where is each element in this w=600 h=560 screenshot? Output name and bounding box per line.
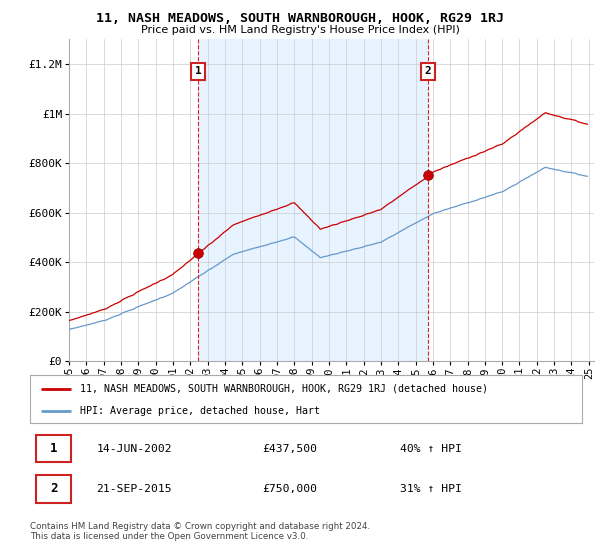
Text: Price paid vs. HM Land Registry's House Price Index (HPI): Price paid vs. HM Land Registry's House … — [140, 25, 460, 35]
Bar — [198, 39, 428, 361]
Text: 11, NASH MEADOWS, SOUTH WARNBOROUGH, HOOK, RG29 1RJ (detached house): 11, NASH MEADOWS, SOUTH WARNBOROUGH, HOO… — [80, 384, 488, 394]
FancyBboxPatch shape — [35, 435, 71, 463]
FancyBboxPatch shape — [35, 475, 71, 503]
Text: 1: 1 — [50, 442, 58, 455]
Text: 11, NASH MEADOWS, SOUTH WARNBOROUGH, HOOK, RG29 1RJ: 11, NASH MEADOWS, SOUTH WARNBOROUGH, HOO… — [96, 12, 504, 25]
Text: HPI: Average price, detached house, Hart: HPI: Average price, detached house, Hart — [80, 406, 320, 416]
Text: 2: 2 — [50, 482, 58, 496]
Text: 31% ↑ HPI: 31% ↑ HPI — [400, 484, 462, 494]
Text: 1: 1 — [195, 67, 202, 76]
Text: £750,000: £750,000 — [262, 484, 317, 494]
Text: £437,500: £437,500 — [262, 444, 317, 454]
Text: 2: 2 — [425, 67, 431, 76]
Text: 21-SEP-2015: 21-SEP-2015 — [96, 484, 172, 494]
Text: Contains HM Land Registry data © Crown copyright and database right 2024.
This d: Contains HM Land Registry data © Crown c… — [30, 522, 370, 542]
Text: 40% ↑ HPI: 40% ↑ HPI — [400, 444, 462, 454]
Text: 14-JUN-2002: 14-JUN-2002 — [96, 444, 172, 454]
